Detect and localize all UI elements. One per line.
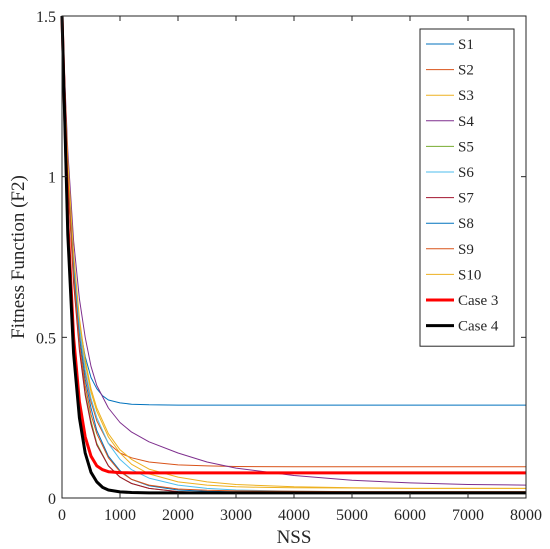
x-tick-label: 5000 [336, 507, 368, 524]
legend-label: S2 [458, 63, 474, 79]
x-tick-label: 1000 [104, 507, 136, 524]
y-axis-title: Fitness Function (F2) [8, 175, 29, 339]
series-line-4 [61, 15, 527, 486]
legend-label: Case 3 [458, 293, 498, 309]
legend-label: Case 4 [458, 319, 499, 335]
y-tick-label: 0 [48, 491, 56, 508]
x-tick-label: 4000 [278, 507, 310, 524]
x-tick-label: 0 [58, 507, 66, 524]
legend-label: S4 [458, 114, 474, 130]
plot-area [60, 15, 527, 495]
series-line-10 [61, 15, 526, 489]
legend-label: S5 [458, 139, 474, 155]
x-tick-label: 8000 [510, 507, 542, 524]
y-tick-label: 1 [48, 170, 56, 187]
legend-label: S10 [458, 267, 481, 283]
x-tick-label: 2000 [162, 507, 194, 524]
legend-label: S6 [458, 165, 474, 181]
x-tick-label: 7000 [452, 507, 484, 524]
series-line-12 [60, 15, 526, 495]
legend-label: S9 [458, 242, 474, 258]
x-axis-title: NSS [277, 527, 312, 548]
y-tick-label: 1.5 [36, 9, 56, 26]
y-tick-label: 0.5 [36, 330, 56, 347]
legend-label: S1 [458, 37, 474, 53]
y-axis: 0 0.5 1 1.5 [36, 9, 526, 508]
x-tick-label: 6000 [394, 507, 426, 524]
legend: S1 S2 S3 S4 S5 S6 S7 S8 S9 S10 Case 3 Case 4 [419, 28, 515, 347]
x-axis: 0 1000 2000 3000 4000 5000 6000 7000 8000 [58, 16, 542, 524]
legend-label: S7 [458, 191, 474, 207]
legend-box [419, 28, 515, 347]
x-tick-label: 3000 [220, 507, 252, 524]
legend-label: S3 [458, 88, 474, 104]
legend-label: S8 [458, 216, 474, 232]
